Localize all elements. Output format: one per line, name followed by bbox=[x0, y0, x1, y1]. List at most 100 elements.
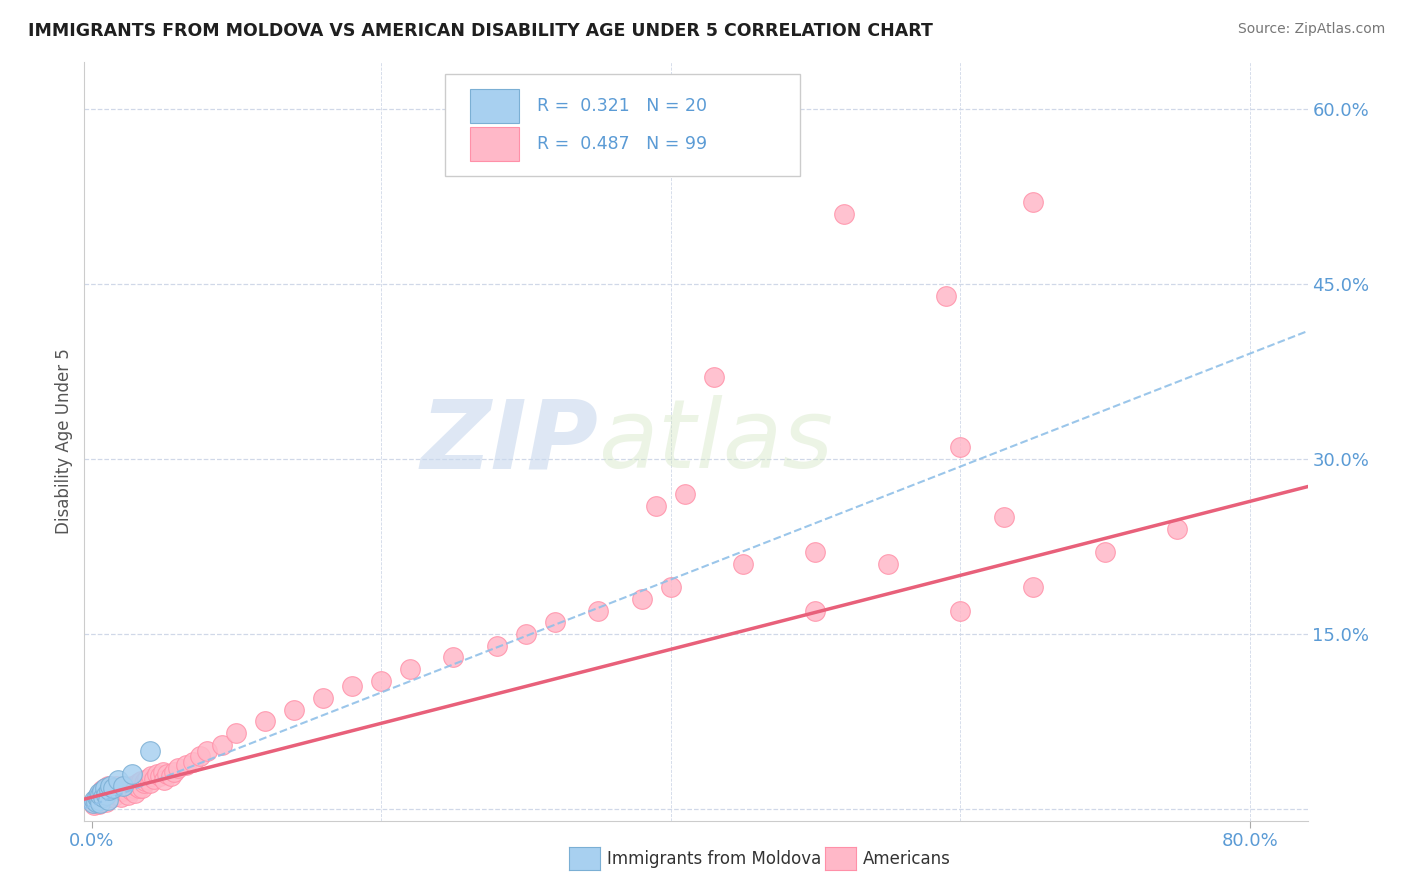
Point bbox=[121, 767, 143, 781]
Point bbox=[1021, 580, 1043, 594]
Point bbox=[1021, 195, 1043, 210]
Point bbox=[174, 757, 197, 772]
Point bbox=[87, 792, 110, 806]
Point bbox=[105, 779, 128, 793]
Point bbox=[112, 784, 135, 798]
Text: ZIP: ZIP bbox=[420, 395, 598, 488]
Point bbox=[225, 726, 247, 740]
Point bbox=[188, 749, 211, 764]
Point bbox=[98, 788, 121, 802]
Point bbox=[107, 784, 129, 798]
Point bbox=[138, 776, 160, 790]
Point bbox=[105, 788, 128, 802]
Text: atlas: atlas bbox=[598, 395, 834, 488]
Point bbox=[399, 662, 422, 676]
Point bbox=[163, 764, 186, 779]
Point bbox=[87, 792, 110, 806]
Point bbox=[118, 780, 141, 795]
Point bbox=[100, 779, 122, 793]
FancyBboxPatch shape bbox=[470, 127, 519, 161]
Point bbox=[96, 790, 118, 805]
Point bbox=[142, 772, 165, 786]
Point bbox=[673, 487, 696, 501]
Point bbox=[370, 673, 392, 688]
Point bbox=[156, 767, 179, 781]
Point bbox=[93, 791, 115, 805]
Point bbox=[103, 780, 125, 795]
Point bbox=[630, 592, 652, 607]
Point bbox=[135, 772, 157, 786]
Point bbox=[98, 780, 121, 795]
Point bbox=[121, 779, 143, 793]
Point bbox=[659, 580, 682, 594]
Text: R =  0.321   N = 20: R = 0.321 N = 20 bbox=[537, 96, 707, 115]
Point bbox=[167, 761, 190, 775]
Point bbox=[94, 795, 117, 809]
Point bbox=[127, 776, 149, 790]
Point bbox=[588, 604, 610, 618]
Point bbox=[84, 796, 107, 810]
Point bbox=[96, 779, 118, 793]
Point bbox=[1094, 545, 1116, 559]
Point bbox=[90, 794, 112, 808]
Y-axis label: Disability Age Under 5: Disability Age Under 5 bbox=[55, 349, 73, 534]
Point bbox=[91, 786, 114, 800]
Text: R =  0.487   N = 99: R = 0.487 N = 99 bbox=[537, 135, 707, 153]
Point bbox=[645, 499, 668, 513]
Point bbox=[89, 788, 111, 802]
Point bbox=[100, 783, 122, 797]
Point bbox=[443, 650, 465, 665]
Point bbox=[834, 207, 856, 221]
Point bbox=[132, 776, 155, 790]
Point bbox=[1166, 522, 1188, 536]
Point bbox=[115, 783, 138, 797]
Point bbox=[104, 786, 127, 800]
Point bbox=[149, 769, 172, 783]
Point bbox=[89, 788, 111, 802]
Point bbox=[90, 790, 112, 805]
Point bbox=[100, 790, 122, 805]
Point bbox=[128, 780, 150, 795]
Point bbox=[131, 780, 153, 795]
Point bbox=[181, 756, 204, 770]
Point bbox=[120, 783, 142, 797]
Point bbox=[125, 779, 148, 793]
Point bbox=[993, 510, 1015, 524]
Point bbox=[103, 790, 125, 805]
Point bbox=[90, 783, 112, 797]
Text: Americans: Americans bbox=[863, 850, 950, 868]
Point bbox=[935, 289, 957, 303]
FancyBboxPatch shape bbox=[470, 89, 519, 123]
Point bbox=[129, 774, 152, 789]
Point bbox=[87, 786, 110, 800]
Point bbox=[122, 780, 145, 795]
Point bbox=[515, 627, 537, 641]
Point bbox=[86, 790, 108, 805]
Text: Immigrants from Moldova: Immigrants from Moldova bbox=[607, 850, 821, 868]
Point bbox=[153, 772, 176, 787]
Point bbox=[949, 441, 972, 455]
Point bbox=[89, 796, 111, 810]
Point bbox=[82, 796, 104, 810]
Point bbox=[101, 786, 124, 800]
Point bbox=[804, 604, 827, 618]
Point bbox=[145, 767, 167, 781]
Point bbox=[108, 783, 131, 797]
Point bbox=[283, 703, 305, 717]
Point bbox=[876, 557, 898, 571]
Point bbox=[86, 790, 108, 805]
Point bbox=[89, 795, 111, 809]
Point bbox=[703, 370, 725, 384]
Point bbox=[312, 691, 335, 706]
Point bbox=[254, 714, 277, 729]
Point bbox=[94, 788, 117, 802]
Point bbox=[91, 790, 114, 805]
Point bbox=[110, 790, 132, 805]
Point bbox=[96, 792, 118, 806]
Point bbox=[117, 788, 139, 802]
Point bbox=[124, 786, 146, 800]
Point bbox=[731, 557, 754, 571]
Point bbox=[93, 780, 115, 795]
Point bbox=[340, 680, 363, 694]
Point bbox=[82, 796, 104, 810]
